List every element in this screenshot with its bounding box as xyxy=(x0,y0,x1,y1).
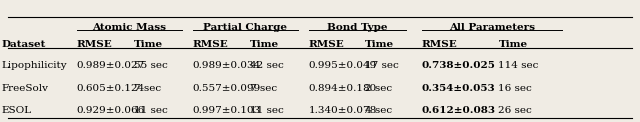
Text: Lipophilicity: Lipophilicity xyxy=(1,61,67,70)
Text: 114 sec: 114 sec xyxy=(499,61,539,70)
Text: 0.894±0.180: 0.894±0.180 xyxy=(308,84,377,93)
Text: Bond Type: Bond Type xyxy=(327,23,388,32)
Text: All Parameters: All Parameters xyxy=(449,23,535,32)
Text: 0.557±0.099: 0.557±0.099 xyxy=(193,84,261,93)
Text: 17 sec: 17 sec xyxy=(365,61,398,70)
Text: Time: Time xyxy=(365,40,394,49)
Text: RMSE: RMSE xyxy=(77,40,113,49)
Text: Time: Time xyxy=(250,40,279,49)
Text: ESOL: ESOL xyxy=(1,106,31,115)
Text: 0.605±0.124: 0.605±0.124 xyxy=(77,84,145,93)
Text: 42 sec: 42 sec xyxy=(250,61,284,70)
Text: 26 sec: 26 sec xyxy=(499,106,532,115)
Text: 7 sec: 7 sec xyxy=(250,84,277,93)
Text: 0.989±0.034: 0.989±0.034 xyxy=(193,61,261,70)
Text: 0.612±0.083: 0.612±0.083 xyxy=(422,106,496,115)
Text: FreeSolv: FreeSolv xyxy=(1,84,49,93)
Text: Partial Charge: Partial Charge xyxy=(203,23,287,32)
Text: RMSE: RMSE xyxy=(193,40,228,49)
Text: 11 sec: 11 sec xyxy=(250,106,284,115)
Text: 2 sec: 2 sec xyxy=(365,84,392,93)
Text: 0.995±0.049: 0.995±0.049 xyxy=(308,61,377,70)
Text: 0.997±0.103: 0.997±0.103 xyxy=(193,106,261,115)
Text: 0.354±0.053: 0.354±0.053 xyxy=(422,84,495,93)
Text: RMSE: RMSE xyxy=(422,40,458,49)
Text: 55 sec: 55 sec xyxy=(134,61,168,70)
Text: Dataset: Dataset xyxy=(1,40,46,49)
Text: 16 sec: 16 sec xyxy=(499,84,532,93)
Text: RMSE: RMSE xyxy=(308,40,344,49)
Text: 0.929±0.066: 0.929±0.066 xyxy=(77,106,145,115)
Text: Atomic Mass: Atomic Mass xyxy=(92,23,166,32)
Text: 11 sec: 11 sec xyxy=(134,106,168,115)
Text: 1.340±0.078: 1.340±0.078 xyxy=(308,106,377,115)
Text: 4 sec: 4 sec xyxy=(365,106,392,115)
Text: Time: Time xyxy=(134,40,163,49)
Text: 0.989±0.027: 0.989±0.027 xyxy=(77,61,145,70)
Text: Time: Time xyxy=(499,40,527,49)
Text: 7 sec: 7 sec xyxy=(134,84,161,93)
Text: 0.738±0.025: 0.738±0.025 xyxy=(422,61,496,70)
